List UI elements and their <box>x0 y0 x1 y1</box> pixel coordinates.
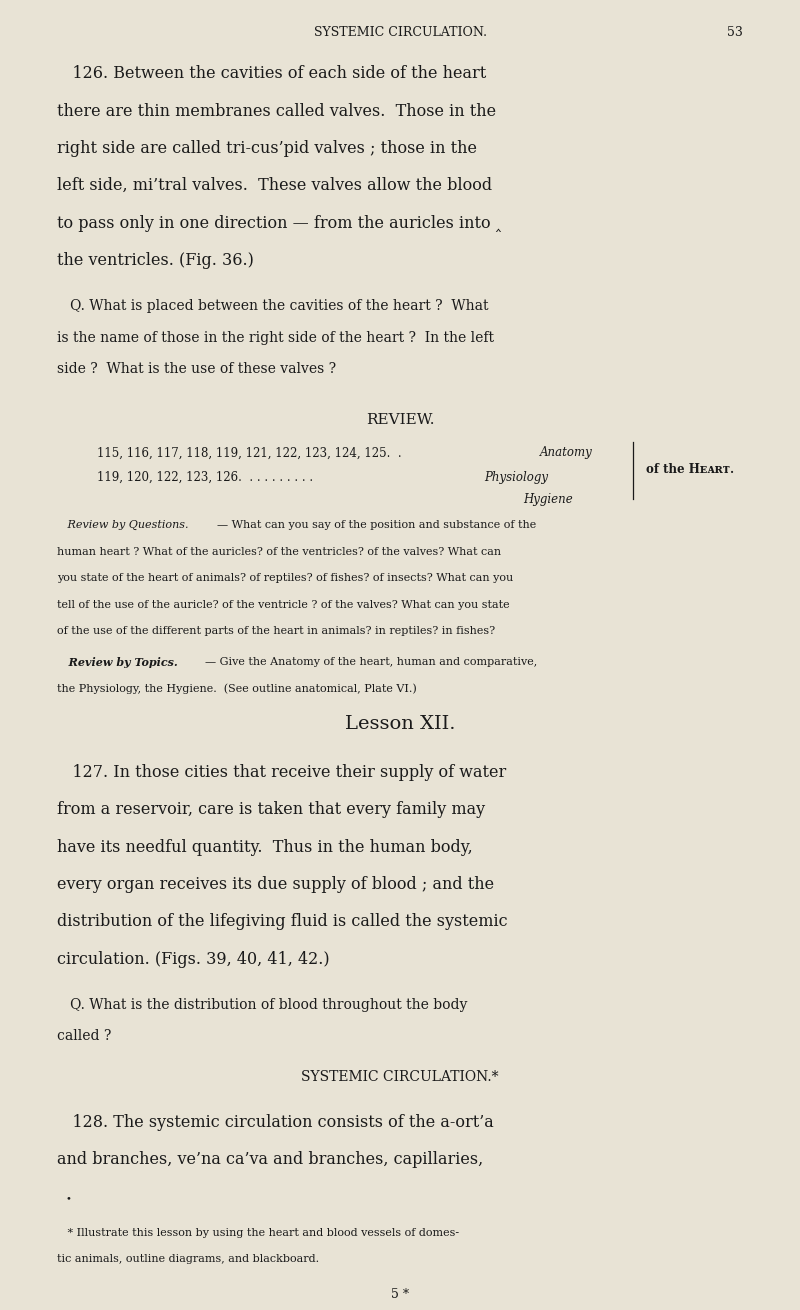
Text: Physiology: Physiology <box>484 472 548 483</box>
Text: from a reservoir, care is taken that every family may: from a reservoir, care is taken that eve… <box>57 802 486 819</box>
Text: called ?: called ? <box>57 1030 111 1043</box>
Text: to pass only in one direction — from the auricles into ‸: to pass only in one direction — from the… <box>57 215 502 232</box>
Text: the Physiology, the Hygiene.  (See outline anatomical, Plate VI.): the Physiology, the Hygiene. (See outlin… <box>57 684 417 694</box>
Text: 115, 116, 117, 118, 119, 121, 122, 123, 124, 125.  .: 115, 116, 117, 118, 119, 121, 122, 123, … <box>97 447 409 460</box>
Text: SYSTEMIC CIRCULATION.*: SYSTEMIC CIRCULATION.* <box>302 1070 498 1085</box>
Text: is the name of those in the right side of the heart ?  In the left: is the name of those in the right side o… <box>57 330 494 345</box>
Text: tic animals, outline diagrams, and blackboard.: tic animals, outline diagrams, and black… <box>57 1254 319 1264</box>
Text: 5 *: 5 * <box>391 1288 409 1301</box>
Text: of the Hᴇᴀʀᴛ.: of the Hᴇᴀʀᴛ. <box>646 462 734 476</box>
Text: circulation. (Figs. 39, 40, 41, 42.): circulation. (Figs. 39, 40, 41, 42.) <box>57 951 330 968</box>
Text: Q. What is the distribution of blood throughout the body: Q. What is the distribution of blood thr… <box>57 998 467 1011</box>
Text: Review by Topics.: Review by Topics. <box>57 656 178 668</box>
Text: — What can you say of the position and substance of the: — What can you say of the position and s… <box>217 520 536 531</box>
Text: Anatomy: Anatomy <box>539 447 592 460</box>
Text: tell of the use of the auricle? of the ventricle ? of the valves? What can you s: tell of the use of the auricle? of the v… <box>57 600 510 609</box>
Text: 128. The systemic circulation consists of the a-ort’a: 128. The systemic circulation consists o… <box>57 1114 494 1131</box>
Text: Lesson XII.: Lesson XII. <box>345 715 455 732</box>
Text: you state of the heart of animals? of reptiles? of fishes? of insects? What can : you state of the heart of animals? of re… <box>57 574 514 583</box>
Text: SYSTEMIC CIRCULATION.: SYSTEMIC CIRCULATION. <box>314 26 486 39</box>
Text: — Give the Anatomy of the heart, human and comparative,: — Give the Anatomy of the heart, human a… <box>205 656 537 667</box>
Text: the ventricles. (Fig. 36.): the ventricles. (Fig. 36.) <box>57 252 254 269</box>
Text: there are thin membranes called valves.  Those in the: there are thin membranes called valves. … <box>57 102 496 119</box>
Text: REVIEW.: REVIEW. <box>366 413 434 427</box>
Text: •: • <box>65 1195 71 1203</box>
Text: 127. In those cities that receive their supply of water: 127. In those cities that receive their … <box>57 764 506 781</box>
Text: every organ receives its due supply of blood ; and the: every organ receives its due supply of b… <box>57 876 494 893</box>
Text: 126. Between the cavities of each side of the heart: 126. Between the cavities of each side o… <box>57 66 486 83</box>
Text: Review by Questions.: Review by Questions. <box>57 520 189 531</box>
Text: distribution of the lifegiving fluid is called the systemic: distribution of the lifegiving fluid is … <box>57 913 508 930</box>
Text: right side are called tri-cus’pid valves ; those in the: right side are called tri-cus’pid valves… <box>57 140 477 157</box>
Text: side ?  What is the use of these valves ?: side ? What is the use of these valves ? <box>57 362 336 376</box>
Text: Q. What is placed between the cavities of the heart ?  What: Q. What is placed between the cavities o… <box>57 299 489 313</box>
Text: left side, mi’tral valves.  These valves allow the blood: left side, mi’tral valves. These valves … <box>57 177 492 194</box>
Text: Hygiene: Hygiene <box>523 493 574 506</box>
Text: * Illustrate this lesson by using the heart and blood vessels of domes-: * Illustrate this lesson by using the he… <box>57 1227 459 1238</box>
Text: human heart ? What of the auricles? of the ventricles? of the valves? What can: human heart ? What of the auricles? of t… <box>57 546 502 557</box>
Text: and branches, ve’na ca’va and branches, capillaries,: and branches, ve’na ca’va and branches, … <box>57 1151 483 1169</box>
Text: have its needful quantity.  Thus in the human body,: have its needful quantity. Thus in the h… <box>57 838 473 855</box>
Text: of the use of the different parts of the heart in animals? in reptiles? in fishe: of the use of the different parts of the… <box>57 626 495 637</box>
Text: 119, 120, 122, 123, 126.  . . . . . . . . .: 119, 120, 122, 123, 126. . . . . . . . .… <box>97 472 321 483</box>
Text: 53: 53 <box>727 26 743 39</box>
